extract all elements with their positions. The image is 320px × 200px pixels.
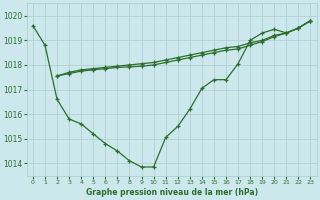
- X-axis label: Graphe pression niveau de la mer (hPa): Graphe pression niveau de la mer (hPa): [86, 188, 258, 197]
